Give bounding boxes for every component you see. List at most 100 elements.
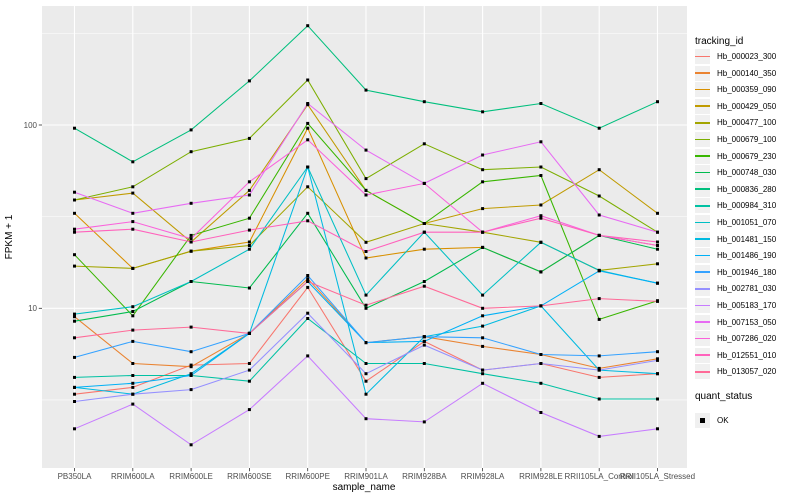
data-point <box>656 397 659 401</box>
x-tick-label: RRIM600LA <box>111 472 155 481</box>
legend-title-quant-status: quant_status <box>695 391 753 402</box>
x-tick-label: PB350LA <box>57 472 92 481</box>
data-point <box>247 216 251 220</box>
data-point <box>131 362 135 365</box>
data-point <box>306 165 310 169</box>
data-point <box>481 381 485 385</box>
data-point <box>247 193 251 197</box>
legend-key-box <box>695 264 710 280</box>
data-point <box>306 102 310 105</box>
data-point <box>131 160 135 164</box>
data-point <box>73 190 76 194</box>
legend-key-line-icon <box>695 321 710 323</box>
legend-item-label: Hb_005183_170 <box>717 301 777 310</box>
legend-item-label: Hb_000477_100 <box>717 118 777 128</box>
data-point <box>656 100 659 104</box>
data-point <box>306 185 310 189</box>
data-point <box>422 280 426 283</box>
data-point <box>364 88 368 92</box>
data-point <box>73 400 76 403</box>
data-point <box>539 353 543 356</box>
legend-item-label: Hb_000748_030 <box>717 168 777 178</box>
data-point <box>189 150 193 154</box>
data-point <box>481 336 485 340</box>
data-point <box>656 427 659 431</box>
data-point <box>247 136 251 140</box>
data-point <box>247 228 251 232</box>
data-point <box>73 355 76 359</box>
data-point <box>539 381 543 385</box>
legend-item-label: Hb_001946_180 <box>717 267 777 277</box>
legend-key-box <box>695 231 710 247</box>
data-point <box>656 262 659 266</box>
legend-key-box <box>695 148 710 164</box>
data-point <box>597 233 601 237</box>
legend-item-label: Hb_001486_190 <box>717 251 777 261</box>
y-tick-label: 10 <box>28 303 37 313</box>
legend-item-label: Hb_007286_020 <box>717 334 777 344</box>
data-point <box>656 247 659 251</box>
data-point <box>131 385 135 389</box>
data-point <box>481 230 485 234</box>
data-point <box>73 336 76 340</box>
data-point <box>481 306 485 310</box>
legend: tracking_id Hb_000023_300 Hb_000140_350 Hb… <box>694 0 800 500</box>
data-point <box>73 385 76 389</box>
data-point <box>364 417 368 421</box>
data-point <box>539 240 543 244</box>
data-point <box>73 315 76 319</box>
data-point <box>73 264 76 268</box>
data-point <box>189 365 193 369</box>
legend-item-label: Hb_000429_050 <box>717 101 777 111</box>
data-point <box>247 188 251 192</box>
data-point <box>306 317 310 320</box>
data-point <box>422 100 426 104</box>
data-point <box>306 285 310 289</box>
data-point <box>306 121 310 125</box>
legend-key-box <box>695 248 710 264</box>
data-point <box>481 314 485 318</box>
data-point <box>306 78 310 82</box>
data-point <box>481 368 485 372</box>
legend-key-line-icon <box>695 238 710 240</box>
data-point <box>73 319 76 323</box>
quant-ok-square-icon <box>700 418 705 423</box>
data-point <box>131 402 135 406</box>
data-point <box>422 335 426 339</box>
data-point <box>73 211 76 215</box>
x-tick-label: RRIM600LE <box>169 472 213 481</box>
data-point <box>364 148 368 152</box>
x-tick-label: RRIM901LA <box>344 472 388 481</box>
data-point <box>597 366 601 370</box>
data-point <box>656 281 659 285</box>
legend-item-label: Hb_000679_100 <box>717 135 777 144</box>
data-point <box>656 357 659 361</box>
x-tick-label: RRIM600SE <box>227 472 272 481</box>
data-point <box>364 341 368 345</box>
data-point <box>539 174 543 177</box>
data-point <box>306 277 310 281</box>
data-point <box>247 362 251 365</box>
legend-key-box <box>695 413 710 428</box>
legend-key-box <box>695 347 710 363</box>
data-point <box>131 191 135 195</box>
data-point <box>364 303 368 307</box>
legend-key-box <box>695 132 710 147</box>
legend-item-label: Hb_001051_070 <box>717 218 777 227</box>
data-point <box>364 306 368 310</box>
data-point <box>539 216 543 220</box>
data-point <box>422 343 426 347</box>
data-point <box>539 304 543 308</box>
data-point <box>131 185 135 189</box>
data-point <box>481 207 485 211</box>
data-point <box>131 266 135 270</box>
legend-key-line-icon <box>695 304 710 307</box>
data-point <box>422 247 426 251</box>
data-point <box>481 372 485 376</box>
legend-key-line-icon <box>695 88 710 91</box>
data-point <box>131 328 135 332</box>
data-point <box>481 110 485 114</box>
data-point <box>597 354 601 358</box>
data-point <box>364 362 368 365</box>
x-tick-label: RRIM928LE <box>519 472 563 481</box>
